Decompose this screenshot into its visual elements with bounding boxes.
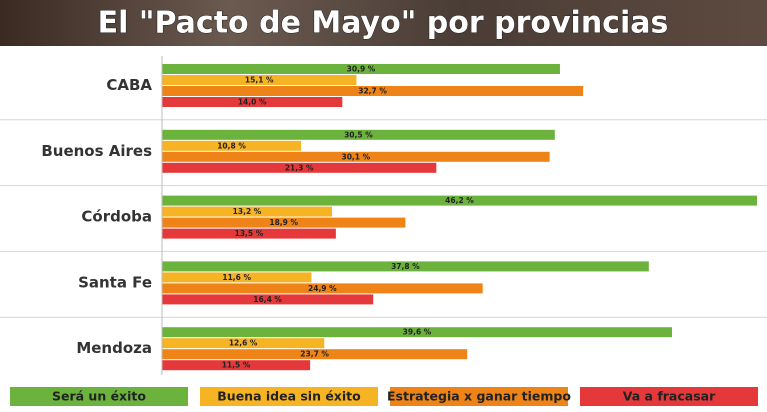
- category-label: CABA: [106, 76, 152, 94]
- value-label: 18,9 %: [269, 218, 298, 227]
- legend-label: Será un éxito: [52, 389, 146, 404]
- legend-swatch: [10, 387, 188, 406]
- bar: [162, 294, 374, 305]
- category-label: Mendoza: [76, 339, 152, 357]
- value-label: 30,1 %: [342, 152, 371, 161]
- bar: [162, 360, 311, 371]
- bar: [162, 272, 312, 283]
- category-label: Santa Fe: [78, 273, 152, 291]
- bar: [162, 97, 343, 107]
- value-label: 32,7 %: [358, 87, 387, 96]
- value-label: 46,2 %: [445, 196, 474, 205]
- value-label: 24,9 %: [308, 284, 337, 293]
- value-label: 21,3 %: [285, 163, 314, 172]
- bar: [162, 261, 649, 272]
- value-label: 13,2 %: [233, 207, 262, 216]
- bar: [162, 338, 325, 349]
- bar: [162, 129, 555, 140]
- category-label: Buenos Aires: [41, 142, 152, 160]
- value-label: 12,6 %: [229, 339, 258, 348]
- bar: [162, 151, 550, 162]
- value-label: 37,8 %: [391, 262, 420, 271]
- bar: [162, 162, 437, 173]
- bar: [162, 217, 406, 228]
- bar: [162, 64, 560, 74]
- value-label: 14,0 %: [238, 98, 267, 107]
- bar: [162, 349, 468, 360]
- value-label: 16,4 %: [253, 295, 282, 304]
- bar: [162, 206, 332, 217]
- legend-swatch: [390, 387, 568, 406]
- value-label: 30,9 %: [347, 65, 376, 74]
- bar: [162, 86, 584, 96]
- value-label: 15,1 %: [245, 76, 274, 85]
- value-label: 13,5 %: [235, 229, 264, 238]
- value-label: 30,5 %: [344, 130, 373, 139]
- value-label: 11,6 %: [222, 273, 251, 282]
- value-label: 39,6 %: [403, 328, 432, 337]
- legend-label: Estrategia x ganar tiempo: [387, 389, 571, 404]
- bar: [162, 327, 672, 338]
- legend-swatch: [200, 387, 378, 406]
- bar: [162, 140, 302, 151]
- bar: [162, 75, 357, 85]
- bar: [162, 228, 336, 239]
- legend-label: Buena idea sin éxito: [217, 389, 361, 404]
- value-label: 11,5 %: [222, 361, 251, 370]
- value-label: 23,7 %: [300, 350, 329, 359]
- value-label: 10,8 %: [217, 141, 246, 150]
- bar: [162, 283, 483, 294]
- legend-label: Va a fracasar: [623, 389, 716, 404]
- chart-title: El "Pacto de Mayo" por provincias: [98, 6, 669, 41]
- bar: [162, 195, 757, 206]
- category-label: Córdoba: [81, 208, 152, 226]
- legend-swatch: [580, 387, 758, 406]
- header-background: [0, 0, 767, 46]
